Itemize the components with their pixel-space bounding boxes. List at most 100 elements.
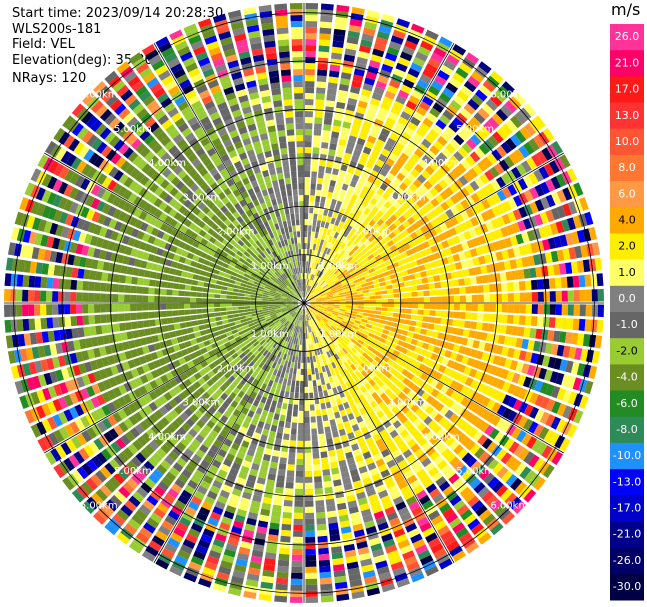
velocity-gate xyxy=(480,265,488,274)
velocity-gate xyxy=(304,362,308,369)
velocity-gate xyxy=(307,356,310,363)
velocity-gate xyxy=(313,291,319,296)
velocity-gate xyxy=(4,273,12,287)
velocity-gate xyxy=(318,553,330,561)
velocity-gate xyxy=(307,293,311,299)
velocity-gate xyxy=(464,320,471,329)
velocity-gate xyxy=(95,271,103,281)
velocity-gate xyxy=(523,268,531,279)
velocity-gate xyxy=(323,267,329,274)
velocity-gate xyxy=(314,283,319,289)
velocity-gate xyxy=(325,269,331,275)
velocity-gate xyxy=(527,339,535,351)
velocity-gate xyxy=(514,111,527,125)
velocity-gate xyxy=(313,291,318,296)
velocity-gate xyxy=(469,151,481,163)
velocity-gate xyxy=(573,199,584,213)
velocity-gate xyxy=(320,595,334,603)
velocity-gate xyxy=(361,267,368,273)
velocity-gate xyxy=(368,313,376,318)
velocity-gate xyxy=(550,250,559,263)
velocity-gate xyxy=(495,304,502,313)
velocity-gate xyxy=(334,113,343,121)
velocity-gate xyxy=(216,320,223,326)
velocity-gate xyxy=(299,344,302,351)
velocity-gate xyxy=(435,303,442,310)
velocity-gate xyxy=(112,304,119,312)
velocity-gate xyxy=(429,228,438,237)
velocity-gate xyxy=(196,286,204,292)
velocity-gate xyxy=(429,187,439,197)
velocity-gate xyxy=(321,274,327,280)
velocity-gate xyxy=(190,314,198,321)
velocity-gate xyxy=(302,333,304,339)
velocity-gate xyxy=(214,307,221,312)
velocity-gate xyxy=(279,547,290,555)
velocity-gate xyxy=(320,196,326,204)
velocity-gate xyxy=(350,261,358,268)
velocity-gate xyxy=(262,298,269,301)
velocity-gate xyxy=(547,356,557,369)
velocity-gate xyxy=(421,256,430,264)
velocity-gate xyxy=(328,76,339,84)
velocity-gate xyxy=(290,386,295,393)
velocity-gate xyxy=(304,464,312,471)
velocity-gate xyxy=(542,127,555,142)
velocity-gate xyxy=(430,198,440,208)
velocity-gate xyxy=(321,384,327,391)
velocity-gate xyxy=(323,124,332,131)
velocity-gate xyxy=(319,226,324,234)
velocity-gate xyxy=(384,227,393,235)
velocity-gate xyxy=(537,304,544,315)
velocity-gate xyxy=(304,356,307,363)
velocity-gate xyxy=(573,393,584,407)
velocity-gate xyxy=(415,228,424,237)
velocity-gate xyxy=(410,23,425,34)
velocity-gate xyxy=(305,291,309,298)
velocity-gate xyxy=(287,403,293,411)
velocity-gate xyxy=(331,467,340,475)
velocity-gate xyxy=(305,9,318,16)
velocity-gate xyxy=(314,123,322,130)
velocity-gate xyxy=(507,304,514,313)
velocity-gate xyxy=(316,220,321,227)
velocity-gate xyxy=(288,373,293,380)
velocity-gate xyxy=(326,290,332,295)
velocity-gate xyxy=(289,367,294,375)
velocity-gate xyxy=(389,214,398,223)
velocity-gate xyxy=(10,304,17,317)
velocity-gate xyxy=(328,185,335,193)
velocity-gate xyxy=(308,374,312,381)
velocity-gate xyxy=(46,317,54,329)
velocity-gate xyxy=(483,254,492,264)
velocity-gate xyxy=(52,278,60,289)
velocity-gate xyxy=(567,201,578,215)
velocity-gate xyxy=(289,392,295,399)
velocity-gate xyxy=(455,191,465,201)
velocity-gate xyxy=(411,213,421,222)
velocity-gate xyxy=(452,319,460,327)
velocity-gate xyxy=(375,138,385,148)
velocity-gate xyxy=(348,281,355,286)
velocity-gate xyxy=(324,276,330,282)
velocity-gate xyxy=(285,415,292,423)
velocity-gate xyxy=(397,340,405,347)
velocity-gate xyxy=(353,188,361,196)
velocity-gate xyxy=(588,365,598,380)
velocity-gate xyxy=(344,311,351,316)
velocity-gate xyxy=(429,310,436,317)
velocity-gate xyxy=(579,289,586,302)
velocity-gate xyxy=(319,27,332,35)
velocity-gate xyxy=(351,310,358,314)
velocity-gate xyxy=(107,273,115,282)
velocity-gate xyxy=(297,440,304,447)
velocity-gate xyxy=(465,295,472,303)
velocity-gate xyxy=(292,548,303,555)
velocity-gate xyxy=(429,296,436,303)
velocity-gate xyxy=(175,329,183,337)
velocity-gate xyxy=(455,243,464,253)
velocity-gate xyxy=(184,315,192,322)
velocity-gate xyxy=(226,303,233,307)
velocity-gate xyxy=(356,163,365,172)
velocity-gate xyxy=(402,201,411,211)
